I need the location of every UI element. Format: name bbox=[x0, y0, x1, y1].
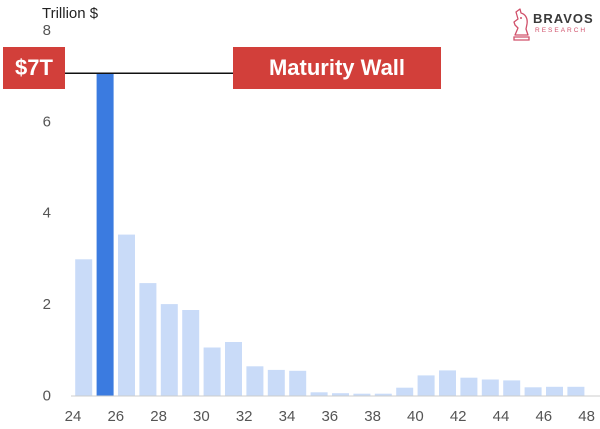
x-tick-label: 30 bbox=[193, 408, 210, 425]
brand-logo: BRAVOS RESEARCH bbox=[511, 6, 597, 42]
bar-25 bbox=[75, 259, 93, 396]
y-tick-label: 4 bbox=[43, 205, 51, 222]
x-axis-ticks: 24 26 28 30 32 34 36 38 40 42 44 46 48 bbox=[65, 408, 595, 425]
y-tick-label: 0 bbox=[43, 388, 51, 405]
bar-37 bbox=[332, 393, 349, 396]
bar-40 bbox=[396, 387, 414, 396]
bar-28 bbox=[139, 283, 157, 396]
bar-34 bbox=[267, 369, 285, 396]
bar-47 bbox=[546, 386, 563, 396]
y-tick-label: 2 bbox=[43, 296, 51, 313]
bars bbox=[75, 73, 585, 396]
x-tick-label: 36 bbox=[321, 408, 338, 425]
bar-27 bbox=[118, 234, 135, 396]
y-axis-ticks: 0 2 4 6 8 bbox=[43, 22, 51, 405]
bar-42 bbox=[439, 370, 456, 396]
x-tick-label: 44 bbox=[493, 408, 510, 425]
y-tick-label: 6 bbox=[43, 113, 51, 130]
bar-32 bbox=[225, 342, 242, 396]
bar-41 bbox=[417, 375, 435, 396]
bar-29 bbox=[160, 304, 178, 396]
bar-35 bbox=[289, 370, 307, 396]
y-tick-label: 8 bbox=[43, 22, 51, 39]
bar-31 bbox=[203, 347, 221, 396]
bar-30 bbox=[182, 310, 200, 396]
x-tick-label: 32 bbox=[236, 408, 253, 425]
bar-36 bbox=[310, 392, 328, 396]
x-tick-label: 24 bbox=[65, 408, 82, 425]
brand-name: BRAVOS bbox=[533, 11, 594, 26]
bar-45 bbox=[503, 380, 521, 396]
bar-39 bbox=[374, 393, 392, 396]
bar-26 bbox=[96, 73, 114, 396]
x-tick-label: 28 bbox=[150, 408, 167, 425]
bar-38 bbox=[353, 393, 371, 396]
bar-43 bbox=[460, 377, 478, 396]
bar-44 bbox=[481, 379, 499, 396]
y-axis-label: Trillion $ bbox=[42, 5, 99, 22]
knight-chess-piece-icon bbox=[513, 8, 530, 41]
x-tick-label: 26 bbox=[107, 408, 124, 425]
bar-46 bbox=[524, 387, 542, 396]
callout-maturity-wall-badge: Maturity Wall bbox=[233, 47, 441, 89]
bar-48 bbox=[567, 386, 585, 396]
x-tick-label: 42 bbox=[450, 408, 467, 425]
x-tick-label: 40 bbox=[407, 408, 424, 425]
bar-33 bbox=[246, 366, 264, 396]
x-tick-label: 46 bbox=[535, 408, 552, 425]
x-tick-label: 34 bbox=[279, 408, 296, 425]
x-tick-label: 38 bbox=[364, 408, 381, 425]
x-tick-label: 48 bbox=[578, 408, 595, 425]
brand-subtitle: RESEARCH bbox=[535, 27, 588, 34]
callout-value-badge: $7T bbox=[3, 47, 65, 89]
